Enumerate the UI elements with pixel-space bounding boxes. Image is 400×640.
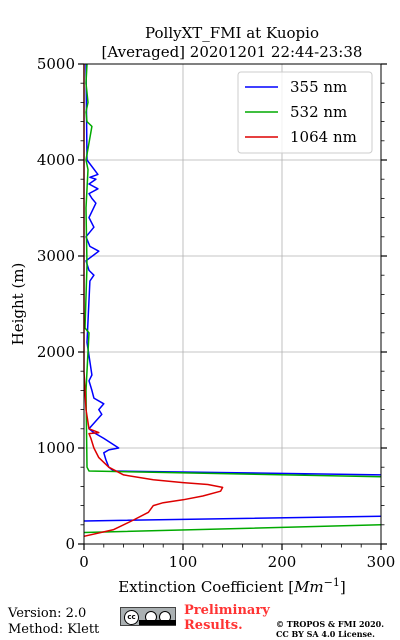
y-tick-label: 3000: [37, 247, 75, 265]
y-tick-label: 0: [65, 535, 75, 553]
plot-frame: [83, 63, 382, 545]
y-axis-label: Height (m): [9, 263, 27, 346]
series-line-1064-nm: [83, 64, 224, 538]
copyright-line-1: © TROPOS & FMI 2020.: [276, 619, 385, 629]
chart-title-line-2: [Averaged] 20201201 22:44-23:38: [102, 43, 363, 61]
chart: PollyXT_FMI at Kuopio [Averaged] 2020120…: [9, 24, 396, 597]
preliminary-line-1: Preliminary: [184, 603, 270, 618]
preliminary-text: Preliminary Results.: [184, 603, 270, 633]
badge-bar: [139, 620, 176, 625]
preliminary-line-2: Results.: [184, 618, 243, 633]
copyright-line-2: CC BY SA 4.0 License.: [276, 629, 375, 639]
legend-box: [237, 71, 373, 154]
legend: 355 nm 532 nm 1064 nm: [237, 71, 373, 154]
y-tick-label: 4000: [37, 151, 75, 169]
series-group: [83, 63, 382, 538]
x-tick-label: 100: [169, 553, 198, 571]
x-tick-label: 300: [367, 553, 396, 571]
y-tick-label: 2000: [37, 343, 75, 361]
y-tick-label: 1000: [37, 439, 75, 457]
chart-title-line-1: PollyXT_FMI at Kuopio: [145, 24, 319, 42]
legend-label: 355 nm: [290, 78, 347, 96]
x-tick-label: 200: [268, 553, 297, 571]
y-tick-label: 5000: [37, 55, 75, 73]
x-tick-label: 0: [79, 553, 89, 571]
method-text: Method: Klett: [8, 622, 100, 637]
version-text: Version: 2.0: [8, 606, 87, 621]
x-axis-label: Extinction Coefficient [Mm−1]: [118, 576, 345, 597]
legend-label: 532 nm: [290, 103, 347, 121]
copyright-text: © TROPOS & FMI 2020. CC BY SA 4.0 Licens…: [276, 619, 384, 639]
cc-logo-icon: cc: [124, 610, 139, 625]
cc-by-sa-badge-icon: cc: [120, 607, 176, 626]
legend-label: 1064 nm: [290, 128, 357, 146]
series-line-532-nm: [83, 63, 382, 534]
